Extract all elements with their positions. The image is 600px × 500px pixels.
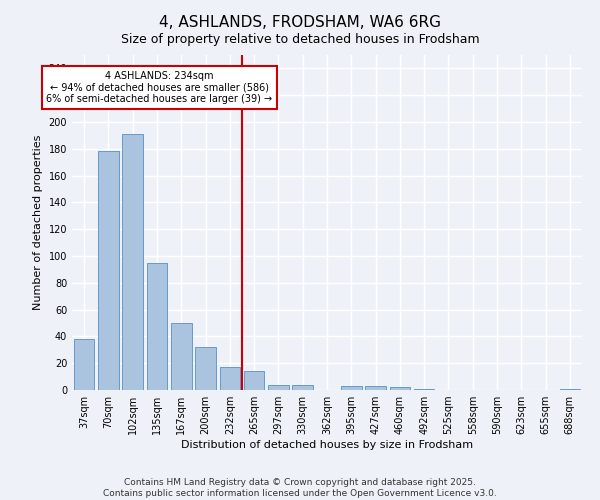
Bar — [171, 323, 191, 390]
Bar — [244, 371, 265, 390]
Bar — [414, 388, 434, 390]
Bar — [74, 339, 94, 390]
Text: Size of property relative to detached houses in Frodsham: Size of property relative to detached ho… — [121, 32, 479, 46]
X-axis label: Distribution of detached houses by size in Frodsham: Distribution of detached houses by size … — [181, 440, 473, 450]
Bar — [292, 384, 313, 390]
Bar — [195, 347, 216, 390]
Bar — [98, 152, 119, 390]
Bar — [122, 134, 143, 390]
Y-axis label: Number of detached properties: Number of detached properties — [33, 135, 43, 310]
Bar — [560, 388, 580, 390]
Text: 4 ASHLANDS: 234sqm
← 94% of detached houses are smaller (586)
6% of semi-detache: 4 ASHLANDS: 234sqm ← 94% of detached hou… — [46, 71, 272, 104]
Bar — [220, 367, 240, 390]
Bar — [341, 386, 362, 390]
Bar — [365, 386, 386, 390]
Text: 4, ASHLANDS, FRODSHAM, WA6 6RG: 4, ASHLANDS, FRODSHAM, WA6 6RG — [159, 15, 441, 30]
Bar — [268, 384, 289, 390]
Bar — [389, 388, 410, 390]
Bar — [146, 262, 167, 390]
Text: Contains HM Land Registry data © Crown copyright and database right 2025.
Contai: Contains HM Land Registry data © Crown c… — [103, 478, 497, 498]
